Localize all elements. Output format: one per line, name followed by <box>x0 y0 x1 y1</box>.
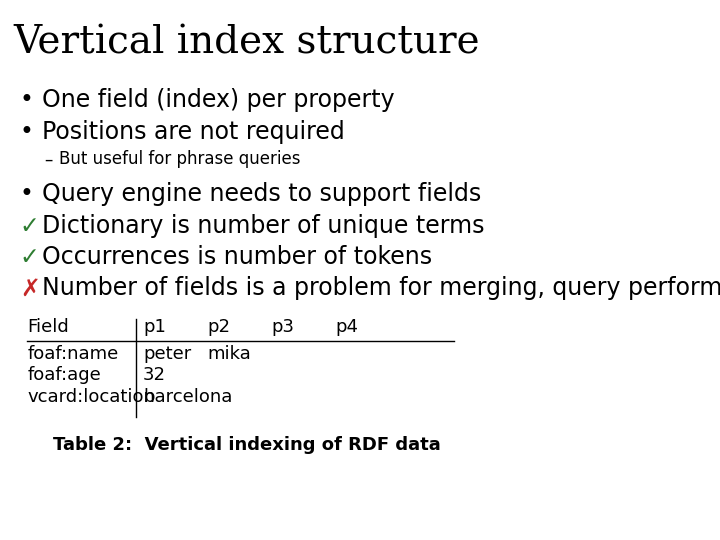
Text: Table 2:  Vertical indexing of RDF data: Table 2: Vertical indexing of RDF data <box>53 436 441 455</box>
Text: peter: peter <box>143 345 192 363</box>
Text: Query engine needs to support fields: Query engine needs to support fields <box>42 183 481 206</box>
Text: ✓: ✓ <box>19 214 40 238</box>
Text: –: – <box>45 150 53 168</box>
Text: One field (index) per property: One field (index) per property <box>42 88 395 112</box>
Text: foaf:name: foaf:name <box>27 345 118 363</box>
Text: Positions are not required: Positions are not required <box>42 120 345 144</box>
Text: 32: 32 <box>143 366 166 384</box>
Text: Field: Field <box>27 318 69 336</box>
Text: foaf:age: foaf:age <box>27 366 101 384</box>
Text: p4: p4 <box>336 318 359 336</box>
Text: But useful for phrase queries: But useful for phrase queries <box>59 150 301 168</box>
Text: p2: p2 <box>207 318 230 336</box>
Text: Vertical index structure: Vertical index structure <box>14 25 480 62</box>
Text: •: • <box>19 183 34 206</box>
Text: barcelona: barcelona <box>143 388 233 406</box>
Text: ✗: ✗ <box>19 276 40 300</box>
Text: p1: p1 <box>143 318 166 336</box>
Text: •: • <box>19 88 34 112</box>
Text: Number of fields is a problem for merging, query performance: Number of fields is a problem for mergin… <box>42 276 720 300</box>
Text: •: • <box>19 120 34 144</box>
Text: Dictionary is number of unique terms: Dictionary is number of unique terms <box>42 214 485 238</box>
Text: p3: p3 <box>271 318 294 336</box>
Text: ✓: ✓ <box>19 245 40 269</box>
Text: Occurrences is number of tokens: Occurrences is number of tokens <box>42 245 432 269</box>
Text: mika: mika <box>207 345 251 363</box>
Text: vcard:location: vcard:location <box>27 388 155 406</box>
